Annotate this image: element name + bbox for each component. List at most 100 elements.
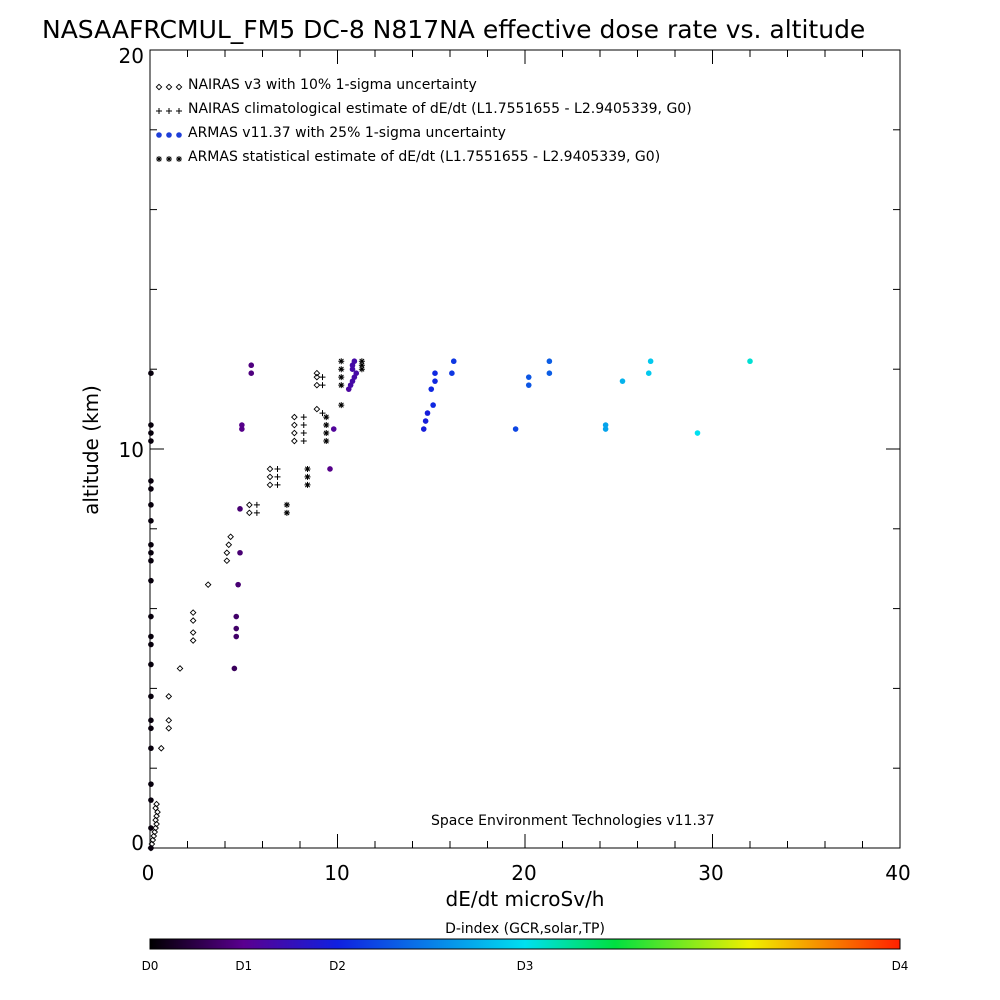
data-point: [283, 501, 290, 508]
legend-marker: [155, 83, 163, 91]
data-point: [313, 373, 321, 381]
data-point: [338, 382, 345, 389]
data-point: [148, 845, 154, 851]
data-point: [323, 414, 330, 421]
data-point: [304, 473, 311, 480]
data-point: [432, 378, 438, 384]
data-point: [153, 800, 160, 808]
data-point: [231, 665, 238, 672]
data-point: [546, 370, 553, 376]
data-points: [147, 358, 753, 852]
data-point: [148, 438, 154, 444]
data-point: [152, 816, 159, 824]
data-point: [237, 549, 243, 556]
data-point: [353, 370, 360, 376]
data-point: [148, 661, 154, 668]
data-point: [189, 637, 197, 644]
credit-annotation: Space Environment Technologies v11.37: [431, 813, 715, 829]
data-point: [327, 466, 333, 472]
data-point: [148, 725, 154, 732]
data-point: [694, 430, 701, 436]
data-point: [148, 541, 154, 548]
legend-marker: [166, 108, 172, 114]
data-point: [150, 832, 158, 840]
data-point: [165, 716, 173, 724]
data-point: [248, 370, 255, 376]
data-point: [157, 744, 165, 752]
x-tick-label: 40: [885, 861, 910, 885]
y-tick-label: 0: [131, 831, 144, 855]
data-point: [300, 422, 307, 429]
data-point: [602, 422, 609, 428]
data-point: [424, 410, 431, 416]
colorbar-tick-label: D2: [329, 959, 346, 973]
data-point: [246, 501, 253, 509]
legend-marker: [156, 108, 162, 114]
legend-marker: [176, 108, 182, 114]
data-point: [274, 473, 281, 480]
data-point: [148, 693, 154, 700]
data-point: [432, 370, 438, 376]
data-point: [304, 465, 311, 472]
legend-marker: [176, 156, 182, 162]
data-point: [151, 828, 159, 836]
data-point: [428, 386, 435, 392]
colorbar: [149, 938, 901, 950]
data-point: [153, 820, 160, 828]
data-point: [148, 825, 154, 831]
legend-marker: [166, 156, 172, 162]
data-point: [351, 358, 358, 365]
data-point: [645, 370, 652, 376]
data-point: [148, 577, 154, 584]
data-point: [225, 541, 233, 549]
data-point: [449, 370, 455, 376]
legend-marker: [176, 132, 182, 138]
data-point: [300, 414, 307, 421]
data-point: [235, 581, 241, 588]
data-point: [253, 509, 260, 516]
data-point: [148, 422, 154, 428]
colorbar-labels: D0 D1 D2 D3 D4: [142, 959, 909, 973]
plot-frame: [149, 49, 901, 849]
axis-ticks: [149, 49, 901, 849]
data-point: [349, 366, 356, 373]
colorbar-tick-label: D4: [892, 959, 909, 973]
data-point: [176, 665, 184, 672]
data-point: [266, 481, 274, 489]
data-point: [266, 473, 274, 481]
data-point: [246, 509, 253, 517]
data-point: [512, 426, 519, 432]
data-point: [323, 422, 330, 429]
data-point: [239, 426, 245, 432]
legend-marker: [166, 132, 172, 138]
data-point: [358, 366, 365, 373]
data-point: [300, 430, 307, 437]
x-axis-label: dE/dt microSv/h: [446, 887, 605, 911]
data-point: [148, 781, 154, 787]
x-tick-label: 20: [511, 861, 536, 885]
y-tick-label: 20: [119, 44, 144, 68]
data-point: [165, 724, 173, 732]
data-point: [319, 410, 326, 417]
data-point: [291, 429, 298, 437]
data-point: [430, 402, 436, 408]
data-point: [223, 557, 231, 565]
data-point: [323, 430, 330, 437]
data-point: [338, 358, 345, 365]
data-point: [148, 557, 154, 564]
legend-marker: [165, 83, 173, 91]
data-point: [189, 617, 197, 624]
data-point: [233, 633, 240, 640]
data-point: [323, 438, 330, 445]
x-tick-label: 0: [142, 861, 155, 885]
data-point: [274, 465, 281, 472]
data-point: [338, 402, 345, 409]
data-point: [283, 509, 290, 516]
data-point: [148, 797, 154, 803]
data-point: [253, 501, 260, 508]
data-point: [304, 481, 311, 488]
data-point: [291, 421, 298, 429]
data-point: [148, 370, 154, 376]
legend-markers: [155, 83, 183, 162]
